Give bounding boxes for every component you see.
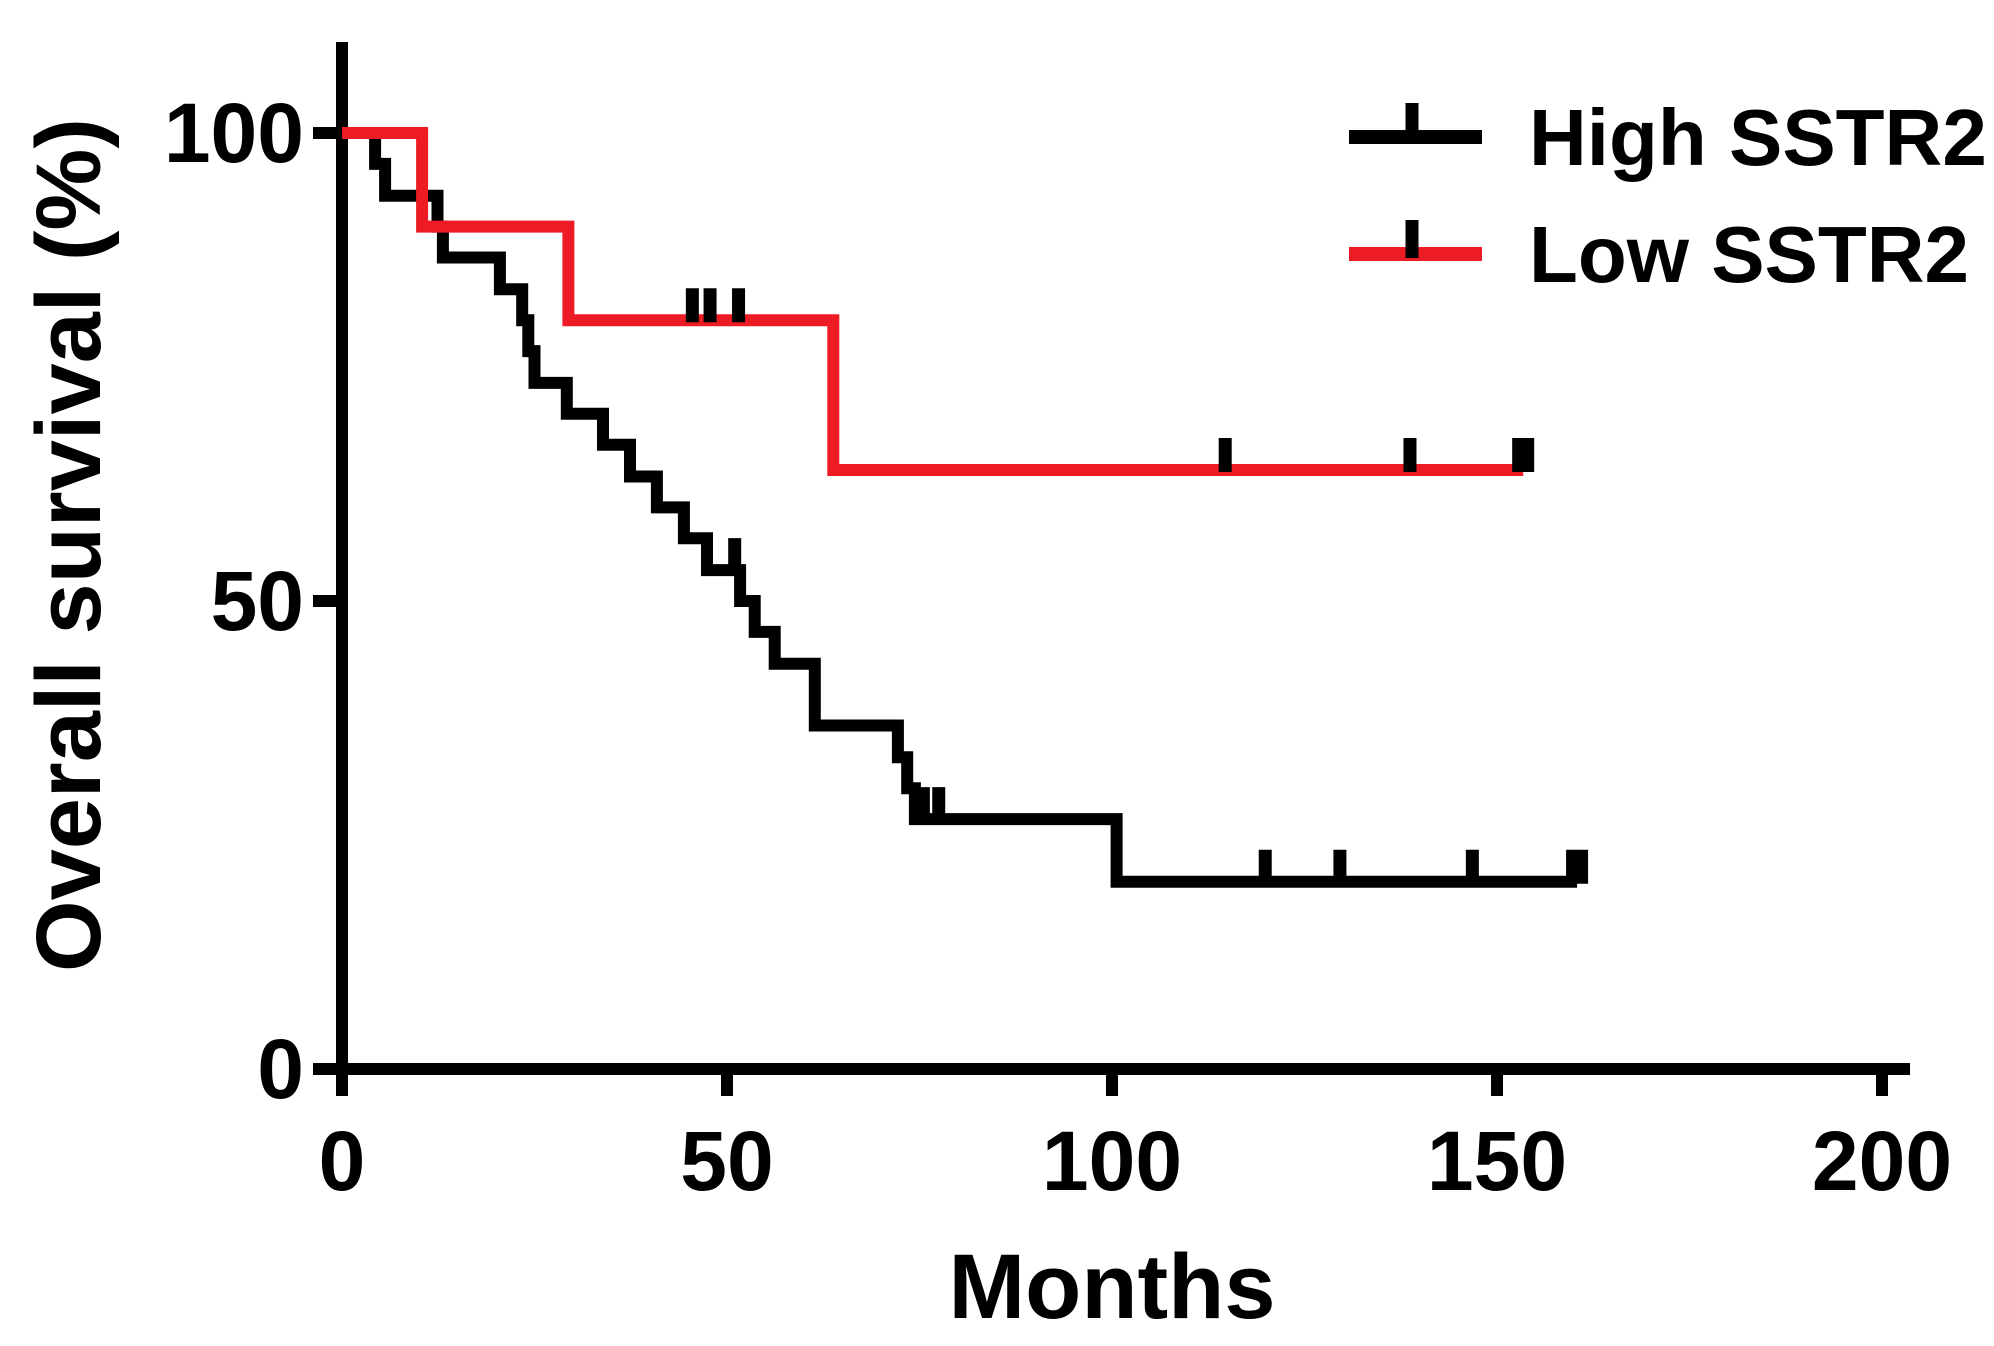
y-tick-label: 50 (211, 554, 304, 648)
censor-marks (685, 288, 1589, 884)
x-tick-label: 200 (1812, 1114, 1952, 1208)
y-axis-title: Overall survival (%) (18, 118, 120, 972)
legend-item-high-sstr2: High SSTR2 (1349, 93, 1987, 182)
x-tick-label: 100 (1042, 1114, 1182, 1208)
legend: High SSTR2 Low SSTR2 (1349, 93, 1987, 299)
x-tick-label: 150 (1427, 1114, 1567, 1208)
axis-tick-labels: 0 50 100 150 200 0 50 100 (164, 86, 1952, 1208)
y-tick-label: 0 (257, 1022, 304, 1116)
y-tick-label: 100 (164, 86, 304, 180)
legend-label-low-sstr2: Low SSTR2 (1529, 210, 1969, 299)
series-line-high-sstr2 (342, 127, 1578, 888)
x-axis-title: Months (948, 1236, 1275, 1338)
x-tick-label: 50 (680, 1114, 773, 1208)
axes (313, 42, 1910, 1096)
x-tick-label: 0 (319, 1114, 366, 1208)
series-line-low-sstr2 (342, 127, 1524, 476)
legend-label-high-sstr2: High SSTR2 (1529, 93, 1987, 182)
survival-curves (342, 127, 1578, 888)
legend-item-low-sstr2: Low SSTR2 (1349, 210, 1969, 299)
